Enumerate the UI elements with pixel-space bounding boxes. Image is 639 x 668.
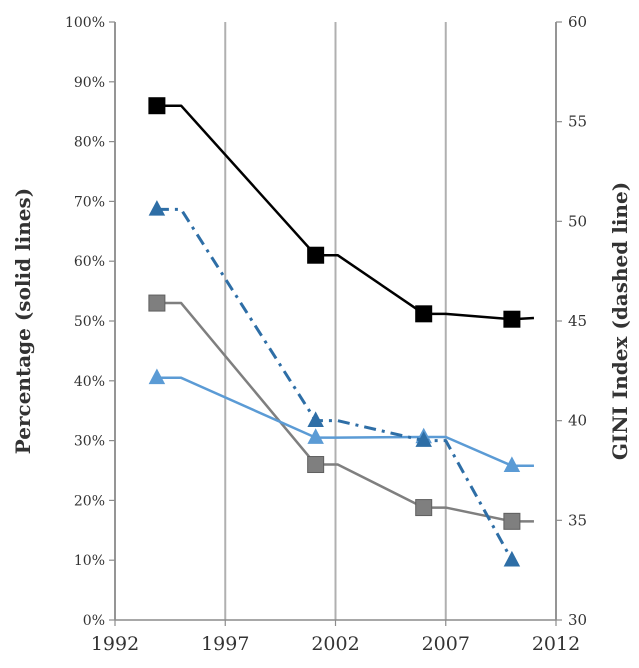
x-tick-label: 1992 xyxy=(91,633,139,655)
series-line-2 xyxy=(156,301,534,523)
y-right-tick-label: 55 xyxy=(568,113,587,131)
y-right-axis-label: GINI Index (dashed line) xyxy=(608,182,632,460)
y-left-tick-label: 10% xyxy=(74,553,105,569)
series-1-point xyxy=(307,246,325,264)
series-2-point xyxy=(307,456,325,474)
series-4-point xyxy=(307,411,324,427)
y-left-tick-label: 100% xyxy=(65,15,105,31)
y-left-axis-label: Percentage (solid lines) xyxy=(11,188,35,454)
series-2-point xyxy=(148,294,166,312)
y-right-tick-label: 45 xyxy=(568,312,587,330)
series-3-point xyxy=(307,428,324,444)
series-line-3 xyxy=(156,376,534,467)
series-1-point xyxy=(148,97,166,115)
series-line-1 xyxy=(156,104,535,321)
x-tick-label: 2007 xyxy=(422,633,470,655)
y-right-tick-label: 40 xyxy=(568,412,587,430)
y-left-tick-label: 50% xyxy=(74,314,105,330)
series-1-point xyxy=(415,305,433,323)
y-left-tick-label: 90% xyxy=(74,75,105,91)
y-left-tick-label: 60% xyxy=(74,254,105,270)
series-line-4 xyxy=(156,207,514,561)
x-tick-label: 2012 xyxy=(532,633,580,655)
y-right-tick-label: 50 xyxy=(568,212,587,230)
y-left-tick-label: 0% xyxy=(83,613,105,629)
series-1-point xyxy=(503,310,521,328)
series-2-point xyxy=(503,512,521,530)
series-4-point xyxy=(148,200,166,216)
y-left-tick-label: 80% xyxy=(74,135,105,151)
series-4-point xyxy=(415,431,432,447)
series-2-point xyxy=(415,499,433,517)
y-left-tick-label: 70% xyxy=(74,194,105,210)
y-right-tick-label: 60 xyxy=(568,13,587,31)
x-tick-label: 1997 xyxy=(201,633,249,655)
series-4-point xyxy=(503,550,521,567)
series-3-point xyxy=(503,456,521,473)
x-tick-label: 2002 xyxy=(311,633,359,655)
y-left-tick-label: 30% xyxy=(74,434,105,450)
series-3-point xyxy=(148,368,166,385)
y-right-tick-label: 30 xyxy=(568,611,587,629)
y-left-tick-label: 40% xyxy=(74,374,105,390)
y-left-tick-label: 20% xyxy=(74,493,105,509)
y-right-tick-label: 35 xyxy=(568,511,587,529)
